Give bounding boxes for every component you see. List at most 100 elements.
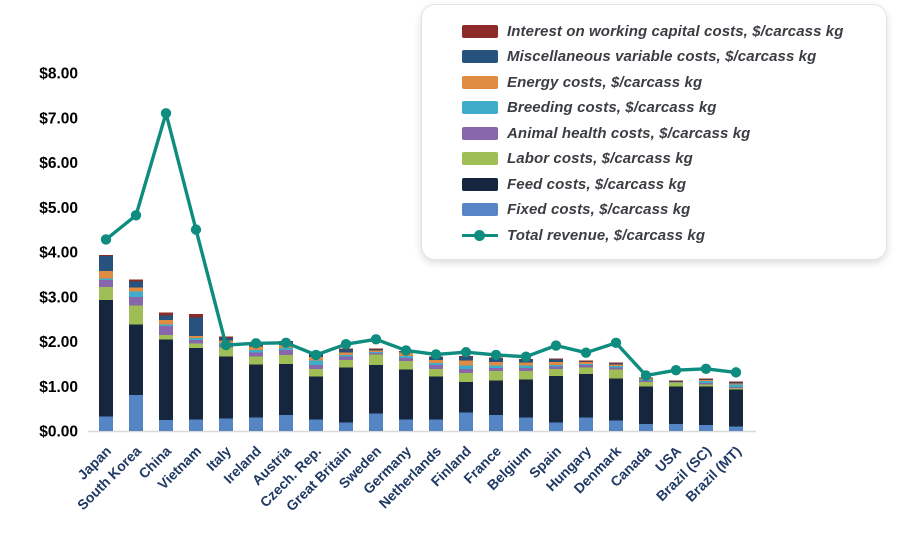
bar-segment bbox=[609, 378, 623, 421]
legend-label: Interest on working capital costs, $/car… bbox=[507, 22, 844, 40]
bar-segment bbox=[339, 422, 353, 431]
bar-segment bbox=[159, 312, 173, 316]
bar-segment bbox=[699, 379, 713, 381]
bar-segment bbox=[519, 367, 533, 372]
bar-segment bbox=[579, 374, 593, 418]
y-axis-tick-label: $2.00 bbox=[39, 334, 78, 351]
bar-segment bbox=[339, 354, 353, 357]
animal-health-costs-swatch bbox=[462, 126, 498, 140]
bar-segment bbox=[189, 337, 203, 341]
y-axis-tick-label: $8.00 bbox=[39, 66, 78, 83]
bar-segment bbox=[519, 362, 533, 366]
y-axis-tick-label: $6.00 bbox=[39, 155, 78, 172]
bar-segment bbox=[309, 360, 323, 366]
bar-segment bbox=[159, 325, 173, 335]
bar-segment bbox=[459, 360, 473, 366]
legend-item: Feed costs, $/carcass kg bbox=[462, 172, 868, 196]
total-revenue-marker bbox=[370, 334, 382, 345]
bar-segment bbox=[189, 347, 203, 420]
legend-label: Labor costs, $/carcass kg bbox=[507, 150, 693, 167]
y-axis-tick-label: $7.00 bbox=[39, 110, 78, 127]
bar-segment bbox=[669, 386, 683, 424]
y-axis-tick-label: $1.00 bbox=[39, 379, 78, 396]
bar-segment bbox=[429, 359, 443, 363]
bar-segment bbox=[489, 362, 503, 366]
chart-legend: Interest on working capital costs, $/car… bbox=[421, 4, 887, 260]
total-revenue-marker bbox=[460, 347, 472, 358]
bar-segment bbox=[429, 376, 443, 420]
bar-segment bbox=[609, 420, 623, 431]
y-axis-tick-label: $0.00 bbox=[39, 424, 78, 441]
bar-segment bbox=[579, 362, 593, 364]
total-revenue-line-swatch bbox=[462, 229, 498, 242]
breeding-costs-swatch bbox=[462, 101, 498, 114]
bar-segment bbox=[399, 361, 413, 370]
legend-item: Miscellaneous variable costs, $/carcass … bbox=[462, 45, 868, 69]
bar-segment bbox=[699, 380, 713, 384]
total-revenue-marker bbox=[640, 370, 652, 381]
bar-segment bbox=[399, 369, 413, 420]
bar-segment bbox=[609, 362, 623, 365]
bar-segment bbox=[159, 339, 173, 420]
bar-segment bbox=[429, 368, 443, 377]
bar-segment bbox=[519, 379, 533, 418]
total-revenue-marker bbox=[190, 224, 202, 235]
legend-item: Animal health costs, $/carcass kg bbox=[462, 121, 868, 145]
bar-segment bbox=[129, 281, 143, 288]
bar-segment bbox=[579, 360, 593, 363]
bar-segment bbox=[669, 380, 683, 382]
labor-costs-swatch bbox=[462, 152, 498, 165]
bar-segment bbox=[489, 371, 503, 381]
bar-segment bbox=[369, 350, 383, 352]
bar-segment bbox=[429, 362, 443, 366]
bar-segment bbox=[459, 369, 473, 373]
bar-segment bbox=[549, 358, 563, 360]
bar-segment bbox=[369, 413, 383, 431]
bar-segment bbox=[489, 414, 503, 431]
bar-segment bbox=[549, 359, 563, 363]
bar-segment bbox=[609, 367, 623, 370]
energy-costs-swatch bbox=[462, 75, 498, 89]
bar-segment bbox=[399, 419, 413, 431]
bar-segment bbox=[99, 299, 113, 417]
bar-segment bbox=[219, 418, 233, 431]
total-revenue-marker bbox=[730, 367, 742, 378]
bar-segment bbox=[99, 416, 113, 431]
bar-segment bbox=[549, 422, 563, 431]
total-revenue-marker bbox=[100, 234, 112, 245]
bar-segment bbox=[99, 271, 113, 279]
total-revenue-marker bbox=[310, 349, 322, 361]
bar-segment bbox=[99, 286, 113, 300]
bar-segment bbox=[129, 279, 143, 282]
legend-item: Interest on working capital costs, $/car… bbox=[462, 19, 868, 43]
legend-label: Fixed costs, $/carcass kg bbox=[507, 201, 691, 218]
bar-segment bbox=[189, 313, 203, 318]
total-revenue-marker bbox=[670, 364, 682, 376]
bar-segment bbox=[189, 340, 203, 344]
bar-segment bbox=[489, 367, 503, 372]
bar-segment bbox=[249, 352, 263, 357]
y-axis-tick-label: $3.00 bbox=[39, 289, 78, 306]
bar-segment bbox=[339, 367, 353, 423]
bar-segment bbox=[99, 278, 113, 281]
legend-item: Fixed costs, $/carcass kg bbox=[462, 198, 868, 222]
legend-item: Total revenue, $/carcass kg bbox=[462, 223, 868, 247]
bar-segment bbox=[609, 364, 623, 367]
bar-segment bbox=[729, 389, 743, 427]
bar-segment bbox=[519, 417, 533, 431]
bar-segment bbox=[639, 381, 653, 387]
total-revenue-marker bbox=[160, 108, 172, 119]
bar-segment bbox=[699, 384, 713, 387]
bar-segment bbox=[279, 348, 293, 351]
bar-segment bbox=[159, 320, 173, 325]
bar-segment bbox=[609, 369, 623, 379]
bar-segment bbox=[339, 359, 353, 368]
bar-segment bbox=[519, 365, 533, 368]
bar-segment bbox=[129, 287, 143, 292]
bar-segment bbox=[579, 360, 593, 362]
bar-segment bbox=[579, 363, 593, 366]
bar-segment bbox=[369, 349, 383, 351]
total-revenue-marker bbox=[550, 340, 562, 351]
bar-segment bbox=[429, 419, 443, 431]
